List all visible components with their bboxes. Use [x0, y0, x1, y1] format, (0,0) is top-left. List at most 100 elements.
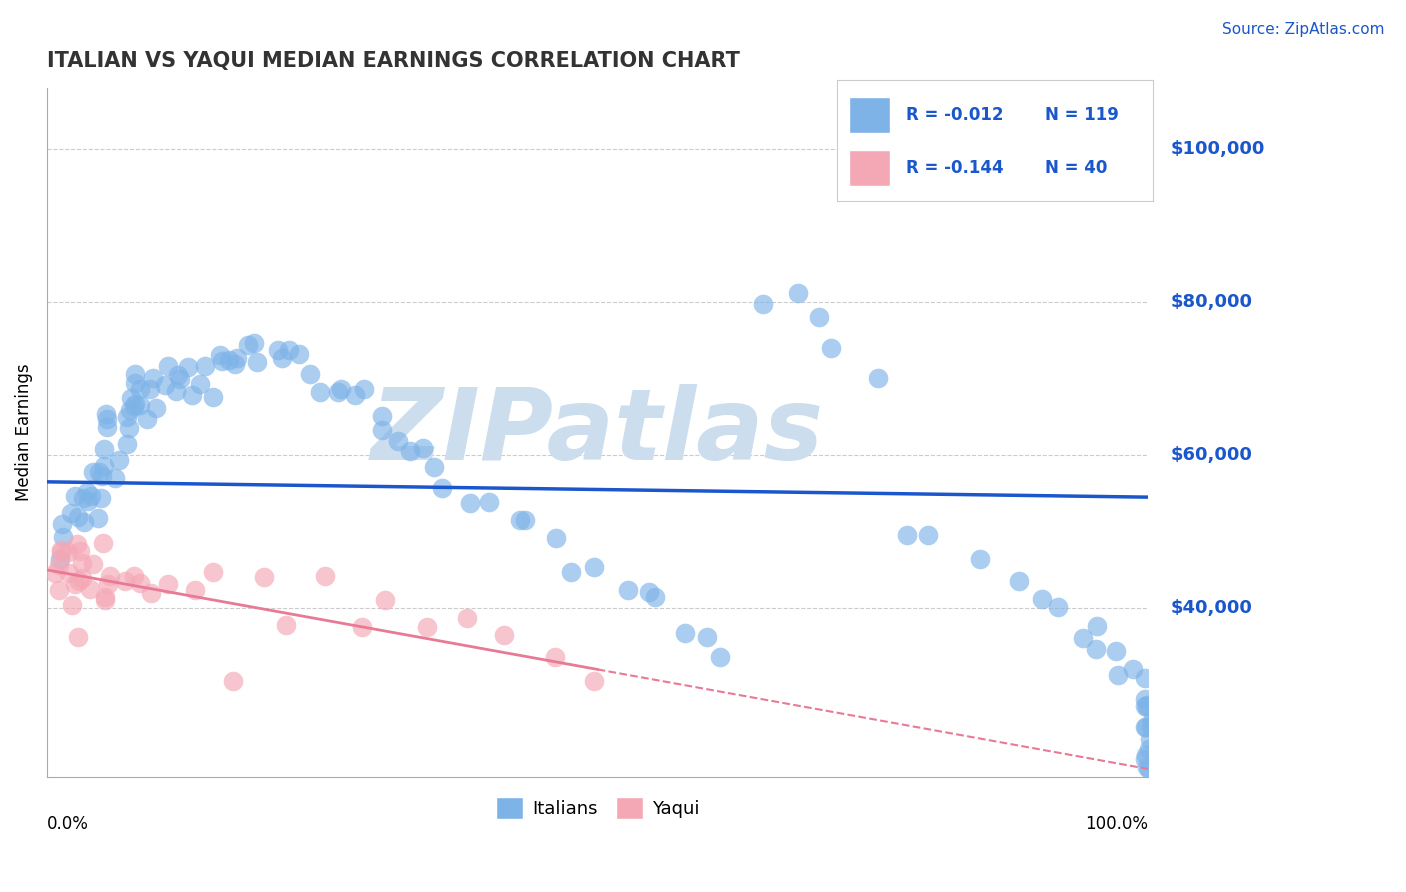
Point	[91, 536, 114, 550]
Point	[274, 618, 297, 632]
Point	[48, 558, 70, 572]
Point	[142, 371, 165, 385]
Point	[90, 491, 112, 505]
Point	[582, 673, 605, 688]
Point	[1133, 672, 1156, 686]
Point	[120, 402, 142, 417]
Point	[1137, 741, 1160, 756]
FancyBboxPatch shape	[849, 97, 890, 133]
Point	[1135, 699, 1157, 714]
Point	[72, 557, 94, 571]
Point	[177, 359, 200, 374]
Point	[44, 566, 66, 581]
Point	[115, 410, 138, 425]
Point	[1047, 600, 1070, 615]
Point	[67, 509, 90, 524]
Point	[51, 544, 73, 558]
Point	[1136, 699, 1159, 714]
Point	[169, 372, 191, 386]
Point	[138, 382, 160, 396]
Point	[644, 590, 666, 604]
Point	[69, 544, 91, 558]
Point	[543, 649, 565, 664]
Point	[1031, 592, 1053, 607]
Point	[374, 593, 396, 607]
Point	[91, 469, 114, 483]
Point	[201, 566, 224, 580]
Point	[253, 570, 276, 584]
Point	[51, 516, 73, 531]
Point	[49, 542, 72, 557]
Point	[94, 590, 117, 604]
Point	[72, 491, 94, 505]
Point	[70, 570, 93, 584]
Point	[343, 387, 366, 401]
Point	[156, 577, 179, 591]
Point	[114, 574, 136, 589]
Point	[222, 673, 245, 688]
Point	[673, 626, 696, 640]
Point	[124, 367, 146, 381]
Point	[153, 378, 176, 392]
Text: $80,000: $80,000	[1170, 293, 1253, 311]
Point	[267, 343, 290, 358]
Point	[129, 398, 152, 412]
Point	[79, 582, 101, 597]
Point	[458, 496, 481, 510]
Point	[638, 584, 661, 599]
Point	[696, 630, 718, 644]
Point	[188, 377, 211, 392]
Point	[93, 442, 115, 457]
Point	[67, 574, 90, 589]
FancyBboxPatch shape	[849, 150, 890, 186]
Point	[128, 575, 150, 590]
Point	[583, 559, 606, 574]
Point	[246, 355, 269, 369]
Point	[287, 347, 309, 361]
Point	[128, 382, 150, 396]
Text: $60,000: $60,000	[1170, 446, 1253, 464]
Text: R = -0.144: R = -0.144	[905, 159, 1004, 178]
Point	[115, 437, 138, 451]
Point	[124, 376, 146, 390]
Legend: Italians, Yaqui: Italians, Yaqui	[489, 789, 706, 826]
Point	[456, 610, 478, 624]
Point	[1136, 760, 1159, 774]
Point	[97, 577, 120, 591]
Text: N = 40: N = 40	[1045, 159, 1108, 178]
Point	[60, 598, 83, 612]
Point	[202, 390, 225, 404]
Point	[1139, 762, 1161, 776]
Point	[135, 412, 157, 426]
Point	[309, 384, 332, 399]
Point	[1140, 714, 1163, 728]
Text: $100,000: $100,000	[1170, 140, 1264, 158]
Point	[122, 569, 145, 583]
Point	[412, 441, 434, 455]
Point	[67, 630, 90, 644]
Point	[48, 583, 70, 598]
Point	[76, 484, 98, 499]
Y-axis label: Median Earnings: Median Earnings	[15, 363, 32, 501]
Point	[330, 382, 353, 396]
Point	[416, 620, 439, 634]
Point	[87, 511, 110, 525]
Point	[387, 434, 409, 449]
Point	[352, 620, 374, 634]
Point	[969, 551, 991, 566]
Point	[432, 481, 454, 495]
Point	[139, 586, 162, 600]
Point	[118, 421, 141, 435]
Point	[93, 459, 115, 474]
Point	[478, 495, 501, 509]
Point	[124, 397, 146, 411]
Point	[1147, 741, 1170, 756]
Point	[1139, 731, 1161, 746]
Point	[166, 368, 188, 382]
Point	[917, 527, 939, 541]
Point	[751, 297, 773, 311]
Point	[104, 471, 127, 485]
Point	[1105, 644, 1128, 658]
Point	[98, 569, 121, 583]
Point	[157, 359, 180, 373]
